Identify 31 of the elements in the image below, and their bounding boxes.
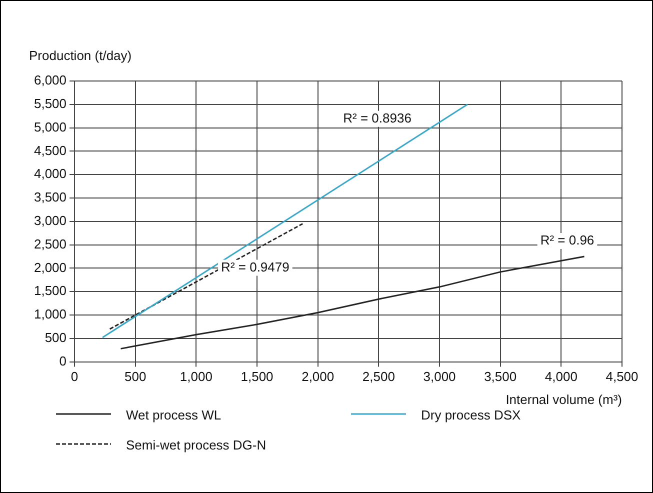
x-tick-label: 4,500 xyxy=(606,369,638,384)
x-tick-label: 2,500 xyxy=(362,369,395,384)
x-tick-label: 3,500 xyxy=(484,369,517,384)
legend-label: Semi-wet process DG-N xyxy=(126,438,266,453)
annotation: R² = 0.96 xyxy=(540,232,594,248)
y-tick-label: 2,500 xyxy=(34,236,67,252)
y-tick-label: 1,000 xyxy=(34,306,67,322)
x-tick-label: 500 xyxy=(124,369,146,384)
legend-label: Dry process DSX xyxy=(421,408,522,423)
y-tick-label: 5,500 xyxy=(34,96,67,111)
legend-label: Wet process WL xyxy=(126,408,222,423)
y-tick-label: 2,000 xyxy=(34,260,67,275)
x-tick-label: 0 xyxy=(70,369,78,384)
y-tick-label: 6,000 xyxy=(34,72,67,88)
x-tick-label: 4,000 xyxy=(544,369,578,384)
annotation: R² = 0.8936 xyxy=(343,110,412,126)
y-tick-label: 500 xyxy=(44,330,67,345)
y-tick-label: 1,500 xyxy=(34,283,67,298)
x-tick-label: 1,500 xyxy=(240,369,274,384)
x-tick-label: 1,000 xyxy=(180,369,212,384)
y-tick-label: 0 xyxy=(59,353,67,368)
y-axis-title: Production (t/day) xyxy=(29,48,132,64)
x-axis-title: Internal volume (m³) xyxy=(506,392,622,407)
y-tick-label: 4,500 xyxy=(34,142,67,158)
y-tick-label: 3,500 xyxy=(34,190,67,205)
x-tick-label: 3,000 xyxy=(423,369,456,384)
y-tick-label: 5,000 xyxy=(34,119,67,134)
y-tick-label: 4,000 xyxy=(34,166,67,182)
annotation: R² = 0.9479 xyxy=(221,259,290,274)
y-tick-label: 3,000 xyxy=(34,212,67,228)
x-tick-label: 2,000 xyxy=(302,369,334,384)
